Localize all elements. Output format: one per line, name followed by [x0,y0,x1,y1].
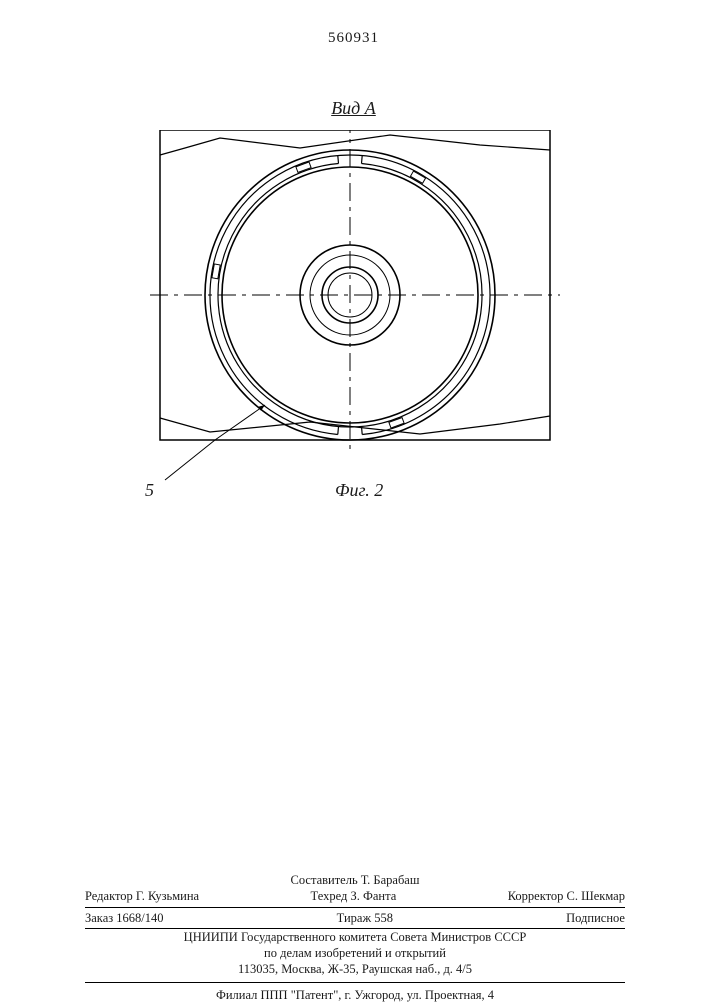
footer-publisher-2: по делам изобретений и открытий [85,945,625,961]
document-number: 560931 [0,30,707,47]
view-label: Вид А [0,98,707,119]
footer-tech-editor: Техред З. Фанта [311,888,397,904]
footer-address: 113035, Москва, Ж-35, Раушская наб., д. … [85,961,625,977]
figure-svg [125,130,575,530]
footer-order: Заказ 1668/140 [85,910,164,926]
footer-circulation: Тираж 558 [337,910,393,926]
footer-corrector: Корректор С. Шекмар [508,888,625,904]
footer-subscription: Подписное [566,910,625,926]
leader-label-5: 5 [145,480,154,501]
footer-credits-row: Редактор Г. Кузьмина Техред З. Фанта Кор… [85,888,625,907]
page: 560931 Вид А 5 Фиг. 2 Составитель Т. Бар… [0,0,707,1000]
footer-compiler: Составитель Т. Барабаш [85,870,625,888]
footer-editor: Редактор Г. Кузьмина [85,888,199,904]
footer-order-row: Заказ 1668/140 Тираж 558 Подписное [85,908,625,929]
figure-2: 5 Фиг. 2 [125,130,575,490]
footer-publisher-1: ЦНИИПИ Государственного комитета Совета … [85,929,625,945]
footer: Составитель Т. Барабаш Редактор Г. Кузьм… [85,870,625,1003]
figure-caption: Фиг. 2 [335,480,383,501]
